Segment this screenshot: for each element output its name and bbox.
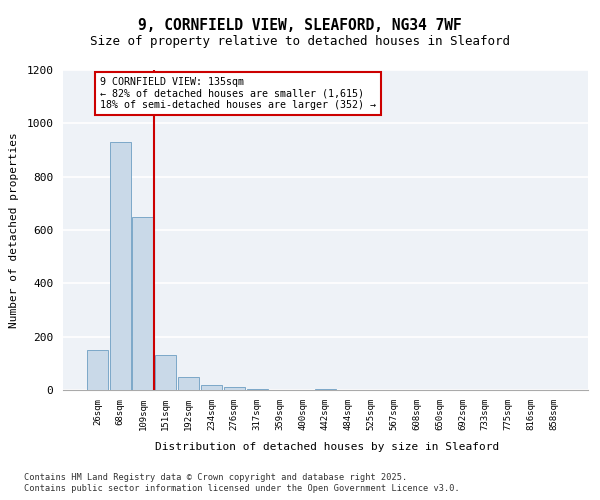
Text: 9, CORNFIELD VIEW, SLEAFORD, NG34 7WF: 9, CORNFIELD VIEW, SLEAFORD, NG34 7WF [138,18,462,32]
Bar [87,350,108,390]
Text: Contains public sector information licensed under the Open Government Licence v3: Contains public sector information licen… [24,484,460,493]
Bar [247,388,268,390]
Text: Distribution of detached houses by size in Sleaford: Distribution of detached houses by size … [155,442,499,452]
Text: Contains HM Land Registry data © Crown copyright and database right 2025.: Contains HM Land Registry data © Crown c… [24,472,407,482]
Bar [155,356,176,390]
Text: Size of property relative to detached houses in Sleaford: Size of property relative to detached ho… [90,35,510,48]
Y-axis label: Number of detached properties: Number of detached properties [10,132,19,328]
Text: 9 CORNFIELD VIEW: 135sqm
← 82% of detached houses are smaller (1,615)
18% of sem: 9 CORNFIELD VIEW: 135sqm ← 82% of detach… [100,76,376,110]
Bar [178,376,199,390]
Bar [315,388,336,390]
Bar [201,384,222,390]
Bar [133,216,154,390]
Bar [224,388,245,390]
Bar [110,142,131,390]
